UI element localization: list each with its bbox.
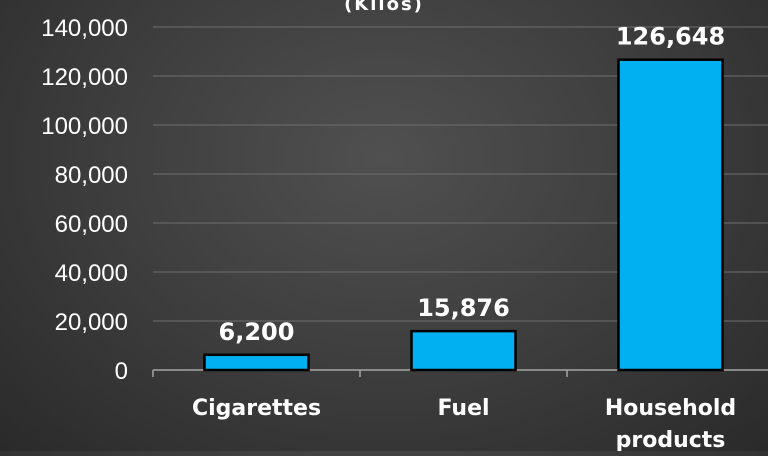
- x-tick-label: Fuel: [437, 396, 489, 421]
- data-label: 126,648: [616, 23, 725, 51]
- y-tick-label: 40,000: [55, 260, 128, 287]
- y-tick-label: 120,000: [41, 64, 128, 91]
- y-tick-label: 60,000: [55, 211, 128, 238]
- bar: [617, 58, 724, 372]
- data-label: 6,200: [219, 318, 295, 346]
- x-tick-label: Household: [605, 396, 736, 421]
- y-tick-label: 80,000: [55, 162, 128, 189]
- y-tick-label: 0: [115, 358, 128, 385]
- y-tick-label: 100,000: [41, 113, 128, 140]
- x-tick-label: Cigarettes: [192, 396, 321, 421]
- chart-title: (Kilos): [344, 0, 424, 15]
- y-tick-label: 20,000: [55, 309, 128, 336]
- y-tick-label: 140,000: [41, 15, 128, 42]
- bar: [203, 353, 310, 372]
- bar: [410, 329, 517, 372]
- x-tick-label: products: [616, 428, 726, 451]
- data-label: 15,876: [417, 294, 510, 322]
